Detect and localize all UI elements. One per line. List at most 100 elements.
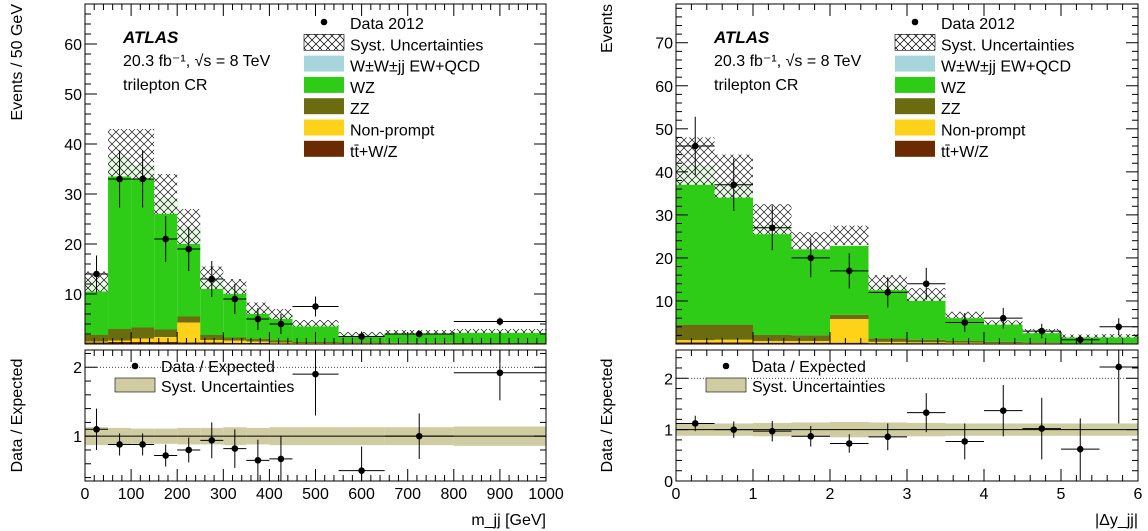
data-point-7 [255,316,262,323]
region-label: trilepton CR [714,77,798,94]
ratio-legend-marker [723,363,730,370]
legend-label-2: W±W±jj EW+QCD [941,59,1071,76]
x-tick-label-2: 200 [164,486,191,503]
bar-zz-bin-8 [984,342,1023,343]
syst-band-bin-3 [154,174,177,214]
bar-zz-bin-3 [154,330,177,338]
ratio-point-7 [255,457,262,464]
ratio-point-3 [162,452,169,459]
y-tick-label-0: 10 [655,294,673,311]
x-tick-label-4: 4 [980,486,989,503]
x-tick-label-7: 700 [394,486,421,503]
y-tick-label-2: 30 [64,187,82,204]
bar-nonprompt-bin-6 [907,342,946,343]
bar-zz-bin-4 [177,317,200,323]
bar-nonprompt-bin-3 [154,337,177,342]
x-tick-label-5: 5 [1057,486,1066,503]
data-point-3 [807,255,814,262]
legend-marker-data [321,19,328,26]
legend-swatch-6 [895,141,935,157]
y-tick-label-1: 20 [64,237,82,254]
data-point-4 [185,246,192,253]
ratio-point-0 [93,426,100,433]
data-point-8 [1000,315,1007,322]
atlas-label: ATLAS [713,28,770,47]
x-tick-label-6: 6 [1134,486,1143,503]
data-point-1 [116,176,123,183]
y-tick-label-1: 20 [655,251,673,268]
ratio-y-axis-label: Data / Expected [599,359,616,473]
legend-label-0: Data 2012 [941,16,1015,33]
x-tick-label-3: 300 [210,486,237,503]
syst-band-bin-4 [830,226,869,245]
legend-label-2: W±W±jj EW+QCD [350,59,480,76]
data-point-6 [232,296,239,303]
data-point-0 [93,271,100,278]
legend-label-5: Non-prompt [350,123,435,140]
bar-nonprompt-bin-4 [177,323,200,343]
ratio-y-tick-label-0: 1 [73,429,82,446]
data-point-2 [769,224,776,231]
x-tick-label-1: 100 [118,486,145,503]
ratio-point-7 [961,438,968,445]
ratio-point-11 [1115,364,1122,371]
data-point-9 [1038,328,1045,335]
syst-band-bin-9 [292,320,338,327]
bar-zz-bin-3 [792,335,831,341]
legend-label-3: WZ [941,80,966,97]
x-tick-label-9: 900 [487,486,514,503]
data-point-9 [312,303,319,310]
legend-label-0: Data 2012 [350,16,424,33]
ratio-point-1 [116,441,123,448]
data-point-6 [923,280,930,287]
bar-zz-bin-6 [907,340,946,343]
bar-nonprompt-bin-2 [131,339,154,343]
y-axis-label: Events / 50 GeV [9,4,26,121]
legend-label-6: tt̄+W/Z [941,144,989,161]
y-tick-label-2: 30 [655,208,673,225]
ratio-point-5 [884,434,891,441]
x-tick-label-6: 600 [348,486,375,503]
bar-wz-bin-6 [907,297,946,340]
bar-nonprompt-bin-2 [753,341,792,343]
legend-swatch-syst [304,34,344,50]
x-tick-label-8: 800 [440,486,467,503]
y-tick-label-3: 40 [64,137,82,154]
data-point-12 [497,318,504,325]
y-tick-label-4: 50 [655,122,673,139]
x-tick-label-1: 1 [749,486,758,503]
x-tick-label-4: 400 [256,486,283,503]
ratio-point-5 [208,437,215,444]
legend-swatch-4 [895,98,935,114]
ratio-point-6 [232,445,239,452]
ratio-point-3 [807,433,814,440]
data-point-4 [846,268,853,275]
y-tick-label-5: 60 [64,37,82,54]
bar-nonprompt-bin-5 [200,340,223,343]
legend-label-1: Syst. Uncertainties [350,37,483,54]
bar-zz-bin-0 [85,335,108,342]
legend-swatch-4 [304,98,344,114]
ratio-point-12 [497,369,504,376]
x-tick-label-3: 3 [903,486,912,503]
ratio-legend-label-1: Syst. Uncertainties [752,379,885,396]
bar-nonprompt-bin-5 [869,342,908,343]
ratio-y-axis-label: Data / Expected [9,359,26,473]
ratio-y-tick-label-1: 1 [664,423,673,440]
bar-nonprompt-bin-3 [792,341,831,343]
ratio-point-9 [312,371,319,378]
data-point-7 [961,319,968,326]
data-point-11 [1115,323,1122,330]
y-tick-label-3: 40 [655,165,673,182]
ratio-point-9 [1038,425,1045,432]
legend-swatch-3 [304,77,344,93]
bar-zz-bin-11 [385,343,454,344]
data-point-10 [1077,336,1084,343]
lumi-label: 20.3 fb⁻¹, √s = 8 TeV [714,53,862,70]
ratio-point-8 [278,456,285,463]
ratio-legend-label-0: Data / Expected [752,359,866,376]
lumi-label: 20.3 fb⁻¹, √s = 8 TeV [123,53,271,70]
legend-swatch-3 [895,77,935,93]
bar-nonprompt-bin-8 [269,343,292,344]
